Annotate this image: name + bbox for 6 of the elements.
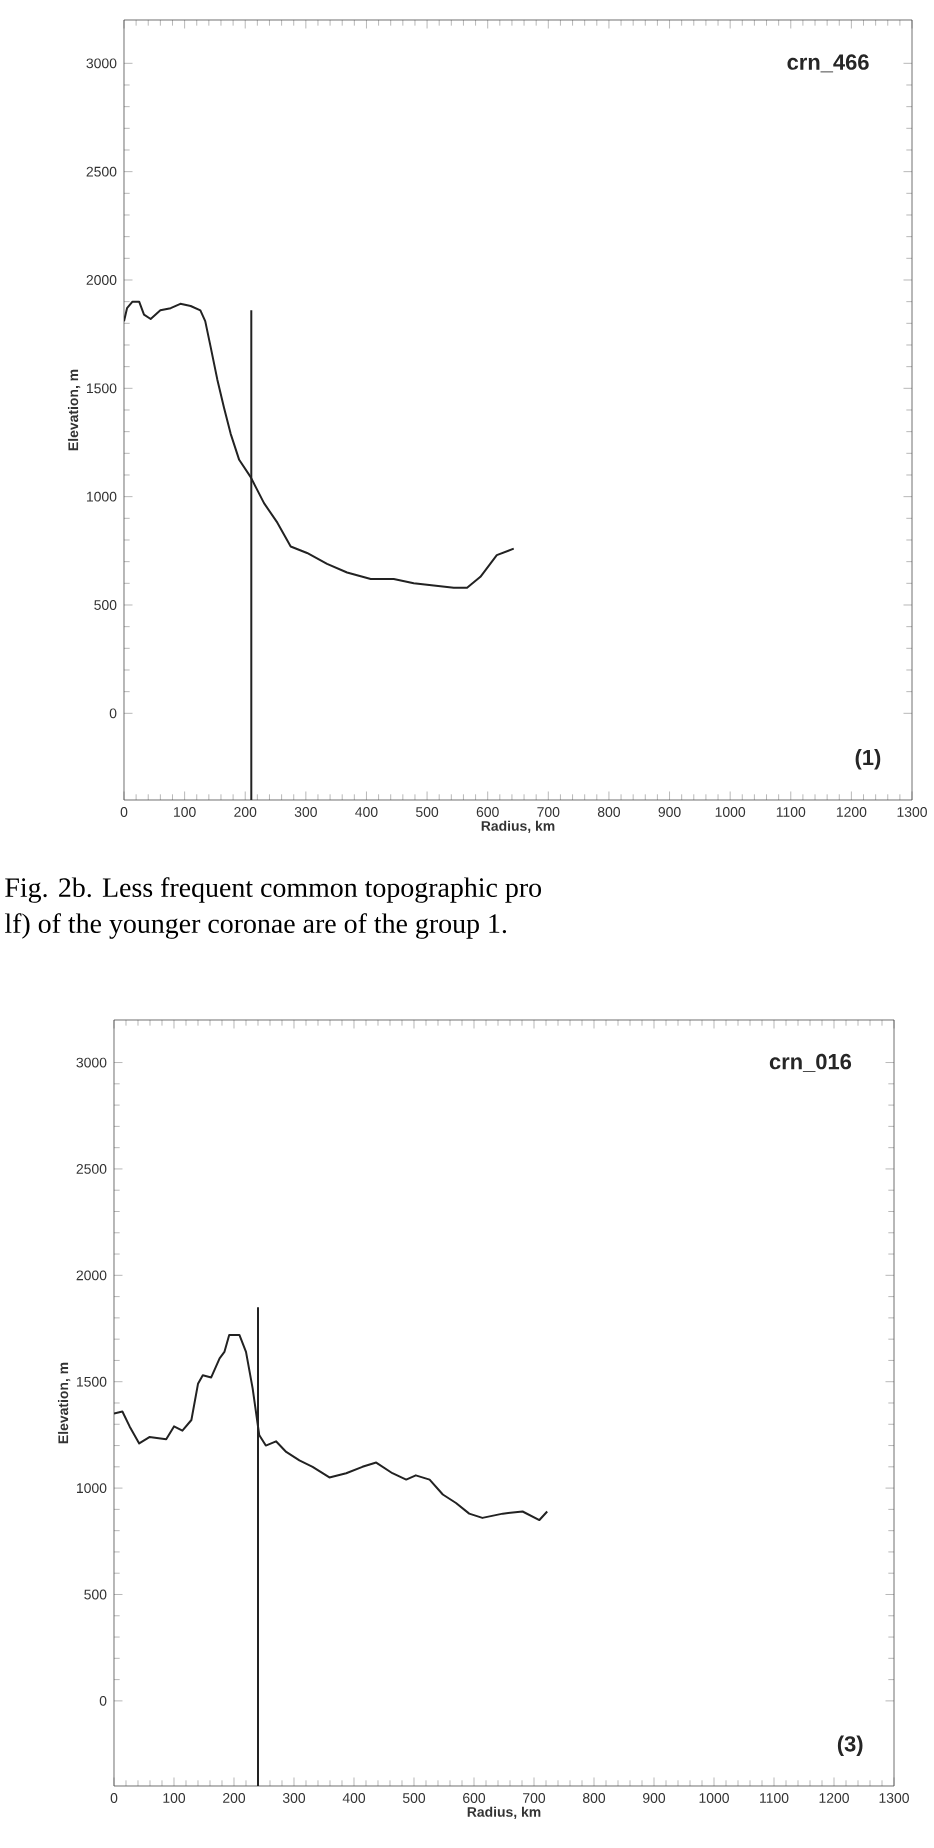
annotation: (3) [837,1735,863,1756]
annotation: crn_466 [787,54,869,73]
annotation: (1) [855,749,881,770]
caption: Fig. 2b. Less frequent common topographic pro [5,877,541,903]
text: lf) of the younger coronae are of the group 1. [4,913,506,939]
annotation: crn_016 [769,1053,852,1072]
